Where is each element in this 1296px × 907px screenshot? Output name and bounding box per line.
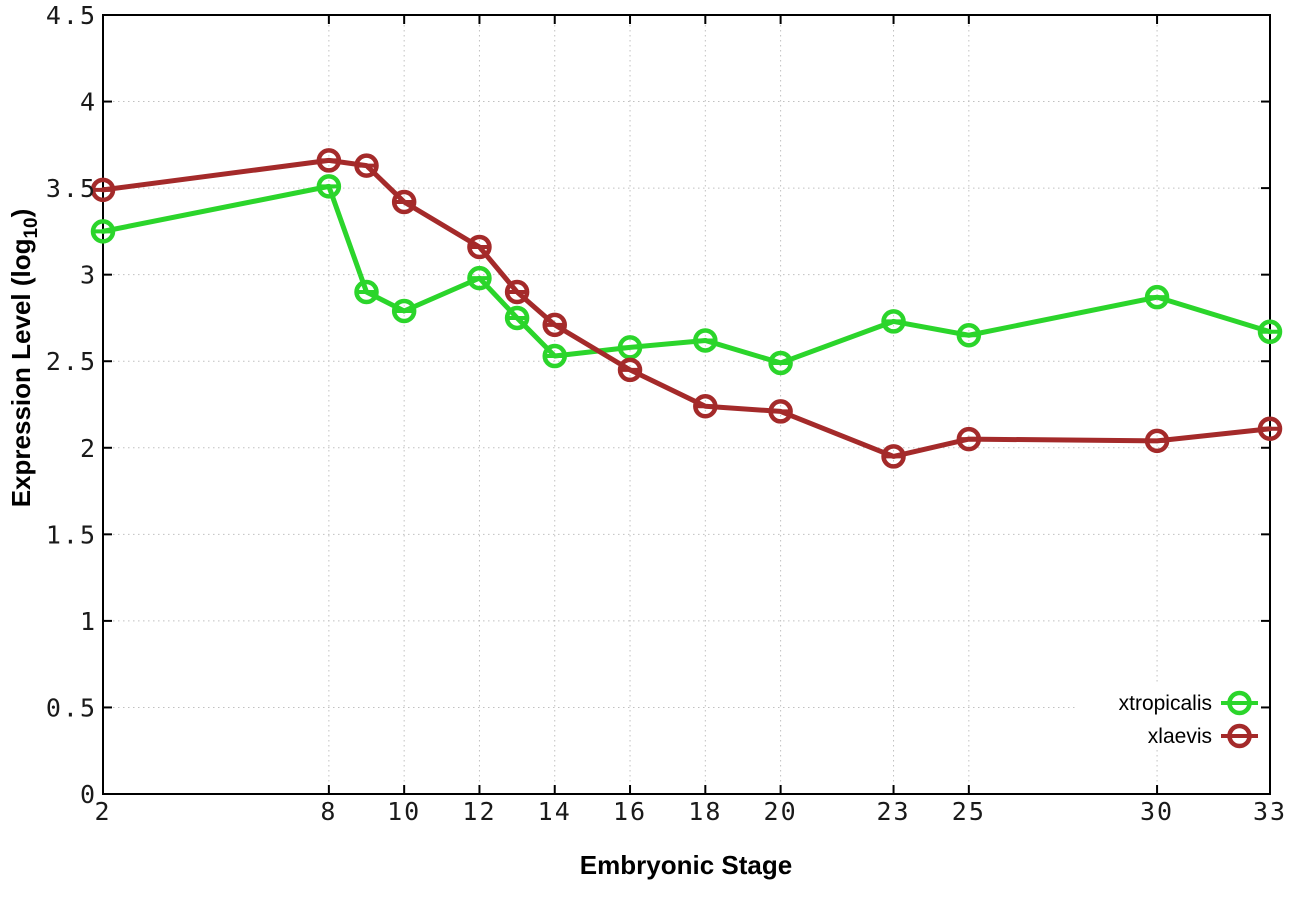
data-point-xlaevis-9 bbox=[354, 153, 379, 178]
data-point-xtropicalis-8 bbox=[316, 174, 342, 199]
x-axis-title: Embryonic Stage bbox=[580, 850, 792, 880]
x-tick-label-10: 10 bbox=[387, 797, 421, 826]
x-tick-label-33: 33 bbox=[1253, 797, 1287, 826]
x-tick-label-18: 18 bbox=[688, 797, 722, 826]
legend: xtropicalis xlaevis bbox=[1119, 690, 1258, 749]
y-axis-title: Expression Level (log10) bbox=[6, 209, 42, 508]
x-tick-label-16: 16 bbox=[613, 797, 647, 826]
data-point-xlaevis-25 bbox=[956, 426, 982, 452]
data-point-xtropicalis-10 bbox=[391, 298, 417, 324]
gridlines bbox=[103, 15, 1270, 794]
y-tick-label-3.5: 3.5 bbox=[46, 174, 97, 203]
y-tick-label-2.5: 2.5 bbox=[46, 347, 97, 376]
legend-sample-marker-xlaevis bbox=[1227, 723, 1252, 749]
data-point-xlaevis-18 bbox=[693, 393, 718, 419]
data-series bbox=[90, 148, 1283, 469]
x-tick-label-14: 14 bbox=[538, 797, 572, 826]
data-point-xtropicalis-14 bbox=[542, 343, 567, 369]
y-tick-label-1.5: 1.5 bbox=[46, 520, 97, 549]
data-point-xtropicalis-13 bbox=[504, 305, 530, 331]
data-point-xtropicalis-18 bbox=[693, 328, 718, 353]
x-tick-label-12: 12 bbox=[462, 797, 496, 826]
data-point-xtropicalis-16 bbox=[617, 335, 643, 360]
y-tick-label-4.5: 4.5 bbox=[46, 1, 97, 30]
x-tick-label-2: 2 bbox=[94, 797, 111, 826]
data-point-xlaevis-33 bbox=[1257, 416, 1283, 441]
series-line-xtropicalis bbox=[100, 183, 1273, 366]
data-point-xtropicalis-23 bbox=[881, 309, 906, 334]
plot-border-rect bbox=[102, 14, 1271, 795]
y-tick-label-0.5: 0.5 bbox=[46, 693, 97, 722]
y-tick-label-0: 0 bbox=[80, 780, 97, 809]
data-point-xlaevis-8 bbox=[316, 148, 342, 173]
axis-ticks bbox=[102, 14, 1271, 795]
legend-label-xtropicalis: xtropicalis bbox=[1119, 692, 1212, 715]
data-point-xtropicalis-30 bbox=[1144, 284, 1170, 310]
y-axis-title-suffix: ) bbox=[6, 209, 36, 218]
y-axis-title-subscript: 10 bbox=[21, 217, 42, 238]
data-point-xlaevis-2 bbox=[90, 177, 116, 203]
data-point-xtropicalis-12 bbox=[467, 265, 492, 291]
x-tick-label-23: 23 bbox=[876, 797, 910, 826]
data-point-xlaevis-20 bbox=[768, 399, 793, 424]
data-point-xtropicalis-9 bbox=[354, 279, 379, 305]
legend-label-xlaevis: xlaevis bbox=[1148, 725, 1212, 748]
legend-sample-marker-xtropicalis bbox=[1227, 690, 1252, 716]
y-tick-label-4: 4 bbox=[80, 88, 97, 117]
data-point-xlaevis-23 bbox=[881, 444, 906, 469]
x-tick-label-20: 20 bbox=[764, 797, 798, 826]
data-point-xlaevis-10 bbox=[391, 189, 417, 215]
y-tick-label-1: 1 bbox=[80, 607, 97, 636]
x-tick-label-30: 30 bbox=[1140, 797, 1174, 826]
y-tick-label-3: 3 bbox=[80, 261, 97, 290]
tick-labels: 2 8 10 12 14 16 18 20 23 25 30 33 0 0.5 1 1.5 2 2.5 3 3.5 4 4… bbox=[46, 1, 1287, 826]
y-axis-title-main: Expression Level (log bbox=[6, 239, 36, 508]
x-tick-label-8: 8 bbox=[320, 797, 337, 826]
data-point-xtropicalis-25 bbox=[956, 323, 982, 348]
data-point-xlaevis-30 bbox=[1144, 428, 1170, 454]
data-point-xlaevis-12 bbox=[467, 234, 492, 260]
data-point-xlaevis-14 bbox=[542, 312, 567, 338]
data-point-xtropicalis-2 bbox=[90, 219, 116, 244]
y-tick-label-2: 2 bbox=[80, 434, 97, 463]
plot-border bbox=[102, 14, 1271, 795]
data-point-xtropicalis-33 bbox=[1257, 319, 1283, 345]
data-point-xlaevis-16 bbox=[617, 357, 643, 383]
data-point-xlaevis-13 bbox=[504, 279, 530, 305]
data-point-xtropicalis-20 bbox=[768, 350, 793, 376]
x-tick-label-25: 25 bbox=[952, 797, 986, 826]
